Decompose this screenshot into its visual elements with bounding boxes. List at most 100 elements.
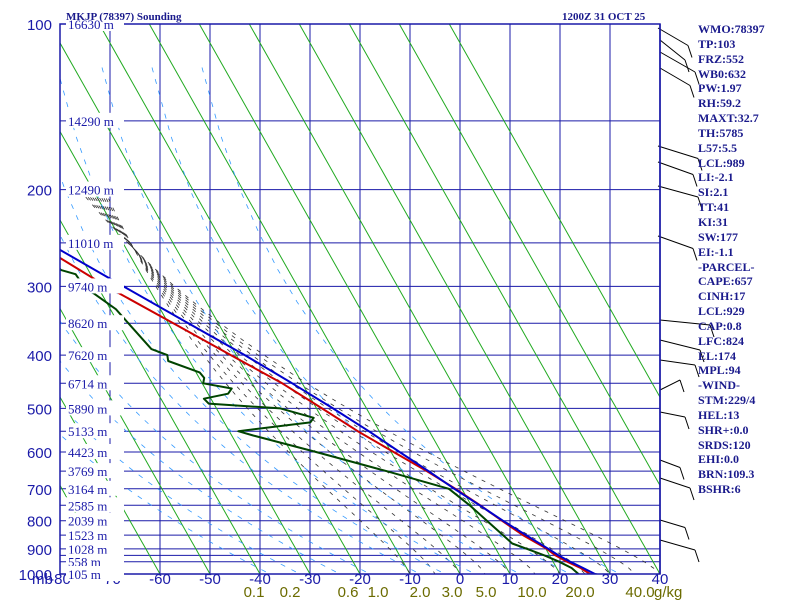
dry-adiabat	[148, 24, 461, 574]
height-label-bg	[66, 512, 124, 528]
height-label: 5890 m	[68, 401, 107, 416]
temperature-tick-label: -80	[49, 571, 71, 588]
stat-line: BSHR:6	[698, 482, 741, 497]
height-label: 6714 m	[68, 376, 107, 391]
moist-adiabat	[96, 189, 486, 574]
stat-line: EI:-1.1	[698, 244, 734, 259]
height-label: 9740 m	[68, 279, 107, 294]
pressure-tick-label: 100	[27, 17, 52, 34]
stat-line: SI:2.1	[698, 185, 729, 200]
wind-barb	[659, 67, 691, 86]
pressure-unit-label: mb	[32, 571, 53, 588]
stat-line: CINH:17	[698, 289, 746, 304]
mixing-ratio-line	[151, 67, 571, 574]
height-label-bg	[66, 234, 124, 250]
stat-line: FRZ:552	[698, 51, 744, 66]
height-label-bg	[66, 463, 124, 479]
wind-barb	[659, 39, 686, 61]
wind-barb-flag	[697, 196, 703, 210]
mixing-ratio-label: 2.0	[410, 584, 431, 600]
station-title: MKJP (78397) Sounding	[66, 11, 182, 23]
dry-adiabat	[198, 24, 511, 574]
wind-barb-flag	[709, 324, 715, 338]
height-label-bg	[66, 527, 124, 543]
mixing-ratio-line	[60, 234, 421, 574]
wind-barb	[659, 359, 696, 366]
height-label: 2585 m	[68, 498, 107, 513]
wind-barb-flag	[679, 379, 685, 393]
pressure-tick-label: 800	[27, 514, 52, 531]
dry-adiabat	[398, 24, 660, 487]
dry-adiabat	[98, 24, 411, 574]
mixing-ratio-line	[60, 174, 446, 574]
wind-barb	[657, 27, 689, 46]
wind-barb-flag	[697, 158, 703, 171]
stat-line: LCL:989	[698, 155, 745, 170]
stat-line: L57:5.5	[698, 140, 737, 155]
moist-adiabat	[78, 189, 660, 574]
dry-adiabat	[60, 307, 211, 574]
wind-barb	[657, 145, 699, 159]
stat-line: TP:103	[698, 36, 736, 51]
temperature-tick-label: -50	[199, 571, 221, 588]
height-label-bg	[66, 497, 124, 513]
height-label: 11010 m	[68, 236, 113, 251]
height-label: 8620 m	[68, 316, 107, 331]
stat-line: EL:174	[698, 348, 737, 363]
wind-barb-flag	[679, 467, 685, 480]
moist-adiabat	[103, 189, 411, 574]
temperature-tick-label: -10	[399, 571, 421, 588]
mixing-ratio-label: 0.2	[280, 584, 301, 600]
height-label: 105 m	[68, 567, 101, 582]
wind-barbs	[657, 27, 715, 563]
stat-line: CAPE:657	[698, 274, 753, 289]
moist-adiabat	[83, 189, 611, 574]
temperature-tick-label: 10	[502, 571, 519, 588]
height-label-bg	[66, 278, 124, 294]
stat-line: -PARCEL-	[698, 259, 755, 274]
height-label-bg	[66, 566, 124, 581]
stat-line: SW:177	[698, 229, 739, 244]
stat-line: PW:1.97	[698, 81, 742, 96]
mixing-ratio-label: 3.0	[442, 584, 463, 600]
wind-barb-flag	[684, 416, 690, 430]
wind-barb	[659, 411, 686, 418]
mixing-ratio-label: 0.6	[338, 584, 359, 600]
wind-barb-flag	[689, 85, 695, 98]
stat-line: EHI:0.0	[698, 452, 740, 467]
height-label: 1523 m	[68, 528, 107, 543]
mixing-ratio-line	[60, 320, 371, 574]
stat-line: STM:229/4	[698, 393, 756, 408]
pressure-tick-label: 700	[27, 482, 52, 499]
mixing-ratio-label: 10.0	[517, 584, 546, 600]
stat-line: KI:31	[698, 214, 728, 229]
mixing-ratio-label: 0.1	[244, 584, 265, 600]
stat-line: BRN:109.3	[698, 467, 755, 482]
moist-adiabat	[93, 189, 511, 574]
mixing-ratio-line	[201, 67, 621, 574]
pressure-tick-label: 600	[27, 445, 52, 462]
stat-line: MPL:94	[698, 363, 741, 378]
grid-layer	[60, 24, 660, 574]
wind-barb	[659, 477, 691, 489]
mixing-ratio-line	[60, 76, 476, 574]
height-label: 2039 m	[68, 514, 107, 529]
dry-adiabat	[298, 24, 611, 574]
temperature-tick-label: -40	[249, 571, 271, 588]
height-label: 14290 m	[68, 114, 114, 129]
stat-line: TT:41	[698, 200, 730, 215]
wind-barb	[659, 379, 681, 391]
mixing-ratio-unit: g/kg	[654, 584, 682, 600]
mixing-ratio-line	[101, 67, 521, 574]
height-label: 3164 m	[68, 482, 107, 497]
height-label: 16630 m	[68, 17, 114, 32]
wind-barb-flag	[692, 174, 698, 187]
height-label-bg	[66, 375, 124, 391]
stat-line: LFC:824	[698, 333, 744, 348]
stat-line: TH:5785	[698, 125, 744, 140]
height-label-bg	[66, 480, 124, 496]
stat-line: SHR+:0.0	[698, 422, 749, 437]
wind-barb-flag	[694, 549, 700, 563]
dewpoint-profile-line	[60, 267, 580, 574]
